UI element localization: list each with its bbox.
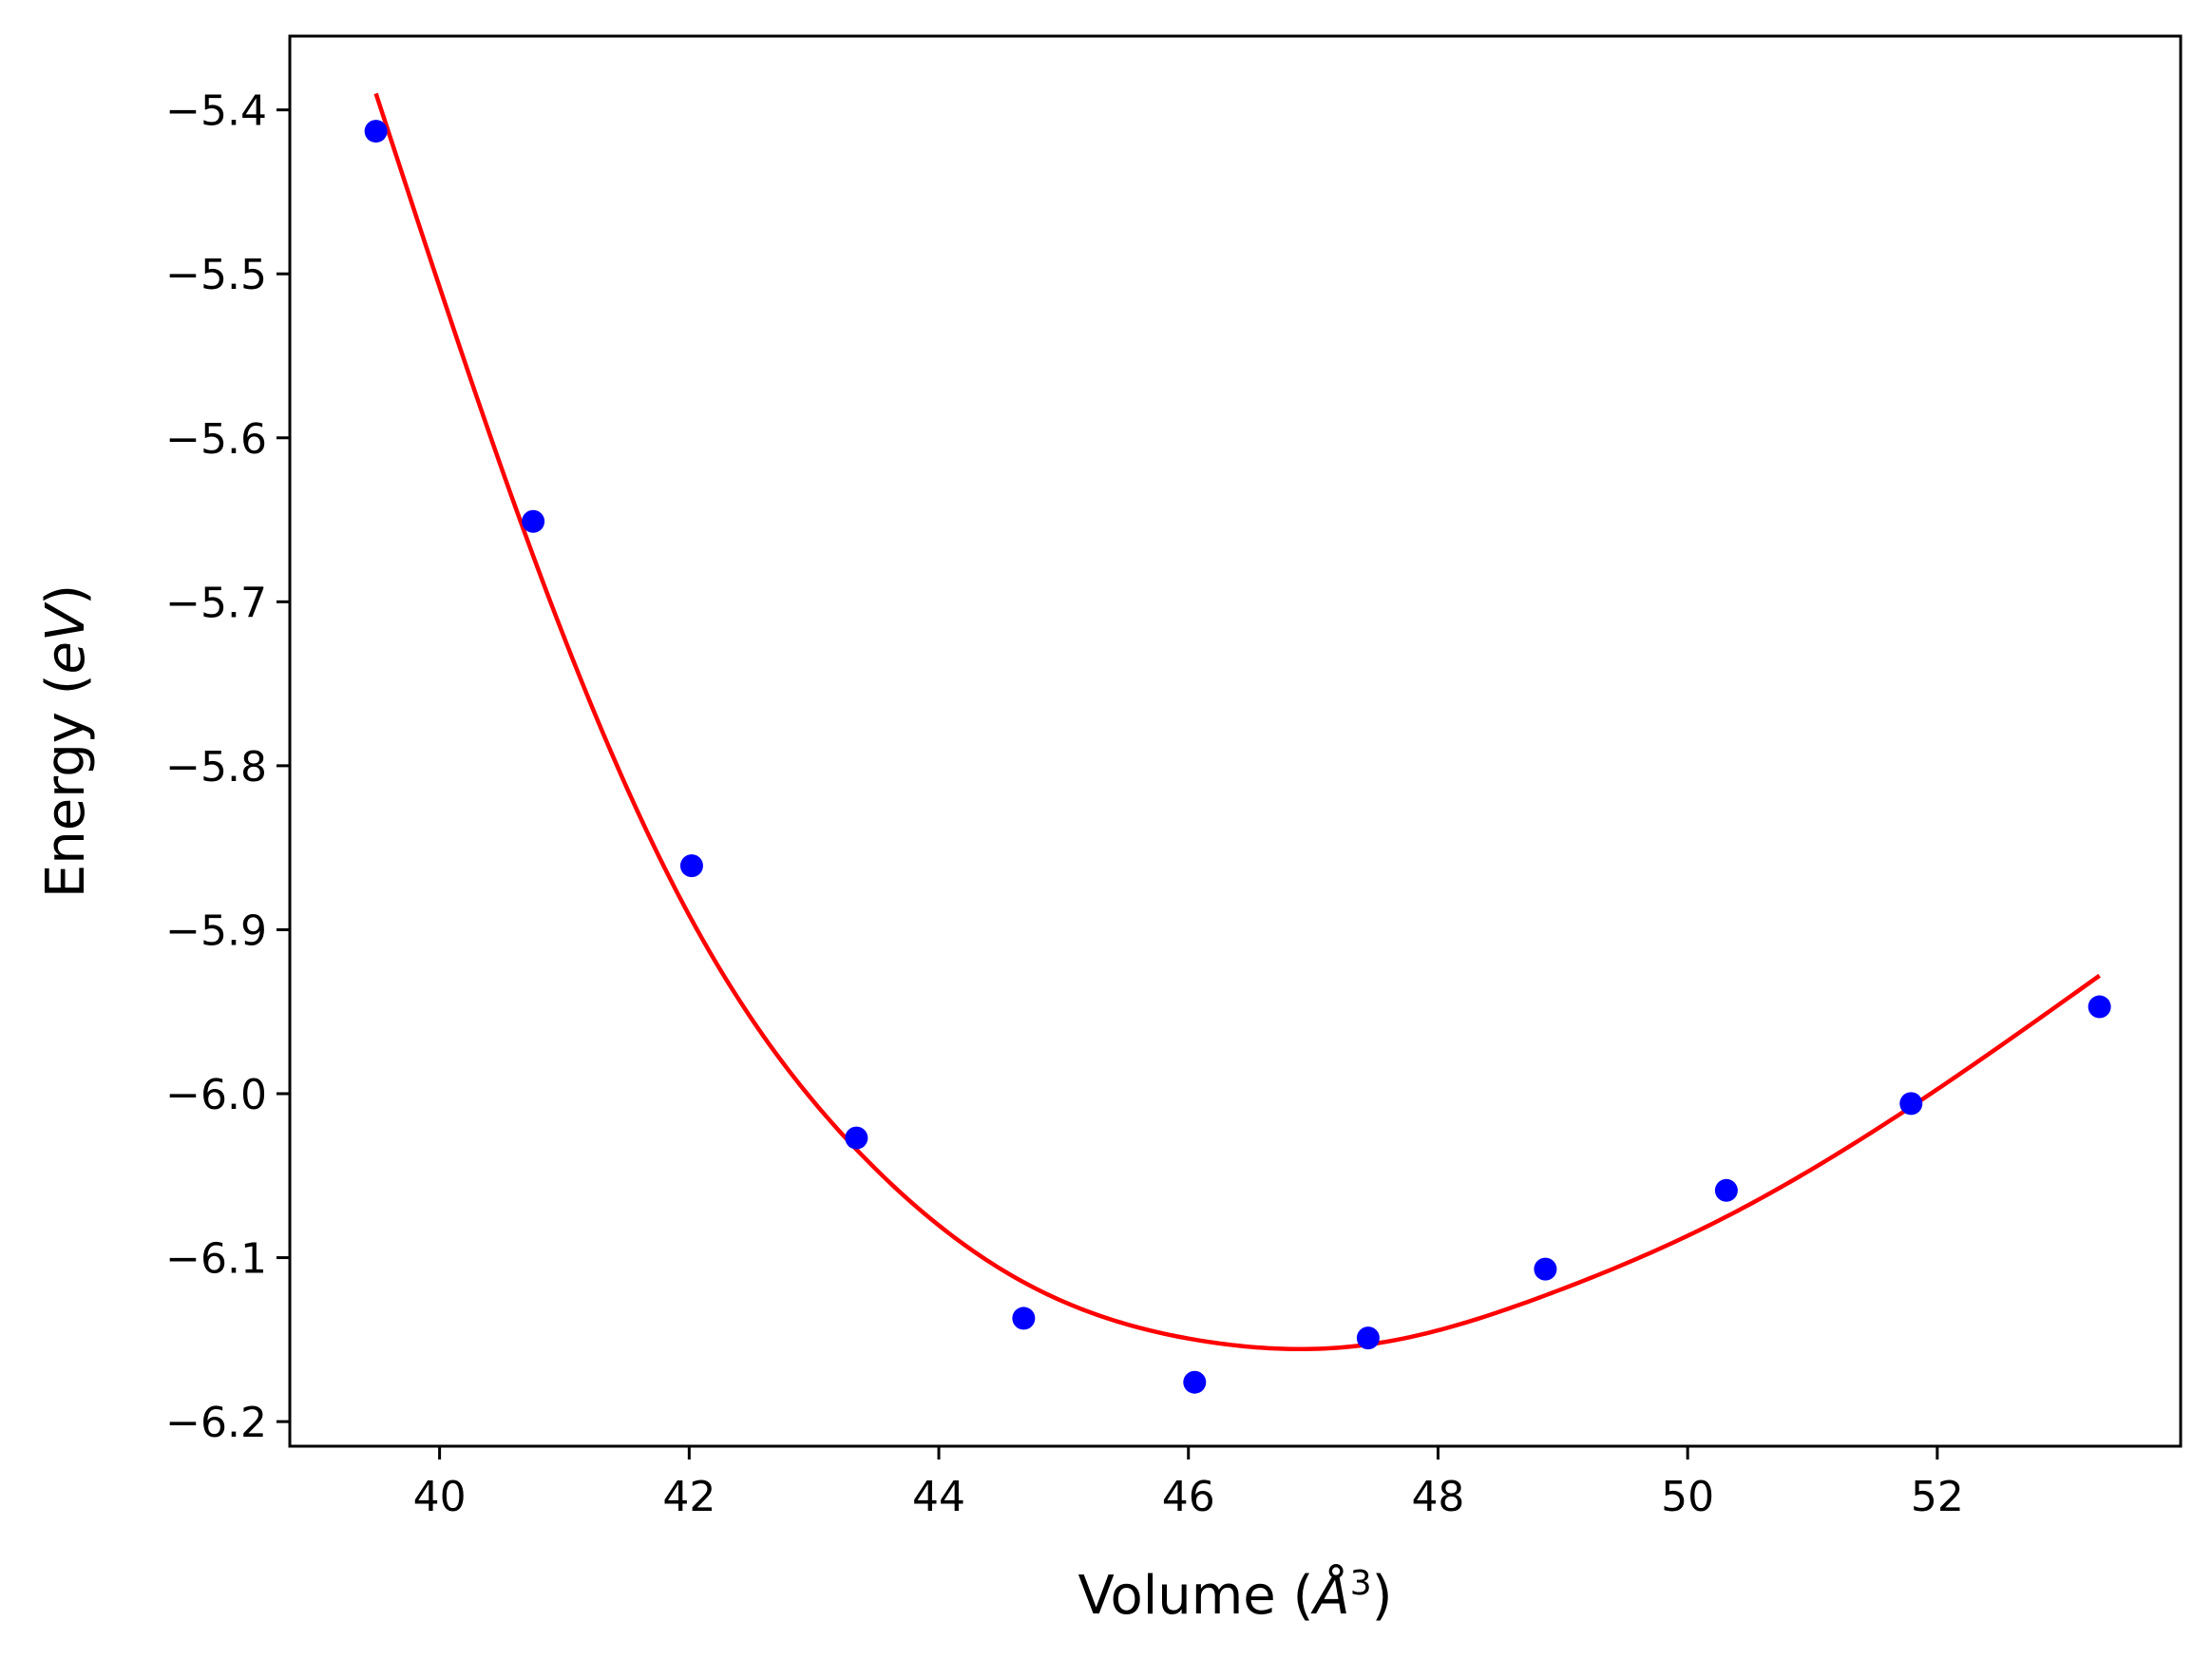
data-point (522, 509, 545, 533)
data-point (1534, 1257, 1557, 1281)
data-point (1012, 1307, 1036, 1330)
data-point (1899, 1092, 1923, 1116)
y-axis-label: Energy (eV) (35, 584, 97, 898)
axes-frame (288, 34, 2183, 1448)
data-point (845, 1126, 868, 1150)
plot-area (364, 92, 2111, 1394)
y-tick-label: −5.5 (165, 251, 267, 299)
data-point (1356, 1326, 1380, 1350)
data-point (1714, 1178, 1738, 1202)
y-tick-label: −5.6 (165, 415, 267, 464)
data-point (1183, 1370, 1207, 1394)
y-tick-label: −6.0 (165, 1071, 267, 1119)
y-tick-label: −5.4 (165, 87, 267, 136)
y-axis-ticks: −5.4 −5.5 −5.6 −5.7 −5.8 −5.9 −6.0 −6.1 −6.2 (165, 87, 290, 1447)
x-tick-label: 42 (662, 1473, 715, 1521)
x-tick-label: 48 (1411, 1473, 1464, 1521)
y-tick-label: −5.9 (165, 906, 267, 955)
y-tick-label: −5.8 (165, 743, 267, 792)
x-tick-label: 44 (912, 1473, 965, 1521)
fit-curve (373, 92, 2101, 1352)
data-point (2088, 995, 2111, 1019)
x-tick-label: 52 (1911, 1473, 1964, 1521)
x-axis-label: Volume (Å3) (1077, 1564, 1392, 1627)
x-tick-label: 40 (413, 1473, 467, 1521)
data-point (364, 120, 388, 143)
x-tick-label: 46 (1162, 1473, 1215, 1521)
data-point (679, 854, 703, 878)
x-axis-ticks: 40 42 44 46 48 50 52 (413, 1446, 1964, 1521)
y-tick-label: −6.2 (165, 1399, 267, 1447)
x-tick-label: 50 (1661, 1473, 1714, 1521)
y-tick-label: −6.1 (165, 1235, 267, 1284)
y-tick-label: −5.7 (165, 579, 267, 627)
